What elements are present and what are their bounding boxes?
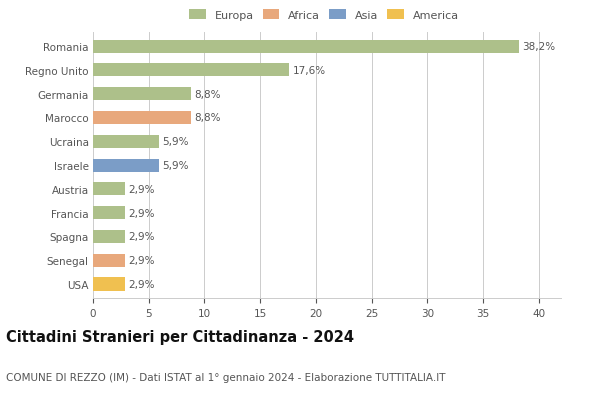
Bar (93, 183, 125, 196)
Bar (93, 40, 518, 54)
Bar (93, 159, 159, 172)
Bar (93, 278, 125, 291)
Legend: Europa, Africa, Asia, America: Europa, Africa, Asia, America (187, 8, 461, 23)
Bar (93, 135, 159, 148)
Bar (93, 64, 289, 77)
Text: 8,8%: 8,8% (194, 113, 221, 123)
Text: 2,9%: 2,9% (128, 208, 155, 218)
Bar (93, 254, 125, 267)
Bar (93, 207, 125, 220)
Text: Cittadini Stranieri per Cittadinanza - 2024: Cittadini Stranieri per Cittadinanza - 2… (6, 329, 354, 344)
Bar (93, 112, 191, 125)
Text: COMUNE DI REZZO (IM) - Dati ISTAT al 1° gennaio 2024 - Elaborazione TUTTITALIA.I: COMUNE DI REZZO (IM) - Dati ISTAT al 1° … (6, 372, 445, 382)
Bar (93, 230, 125, 243)
Text: 38,2%: 38,2% (522, 42, 555, 52)
Text: 8,8%: 8,8% (194, 90, 221, 99)
Text: 2,9%: 2,9% (128, 256, 155, 265)
Text: 2,9%: 2,9% (128, 232, 155, 242)
Text: 2,9%: 2,9% (128, 279, 155, 289)
Text: 2,9%: 2,9% (128, 184, 155, 194)
Text: 5,9%: 5,9% (162, 137, 188, 147)
Text: 5,9%: 5,9% (162, 161, 188, 171)
Bar (93, 88, 191, 101)
Text: 17,6%: 17,6% (292, 66, 326, 76)
